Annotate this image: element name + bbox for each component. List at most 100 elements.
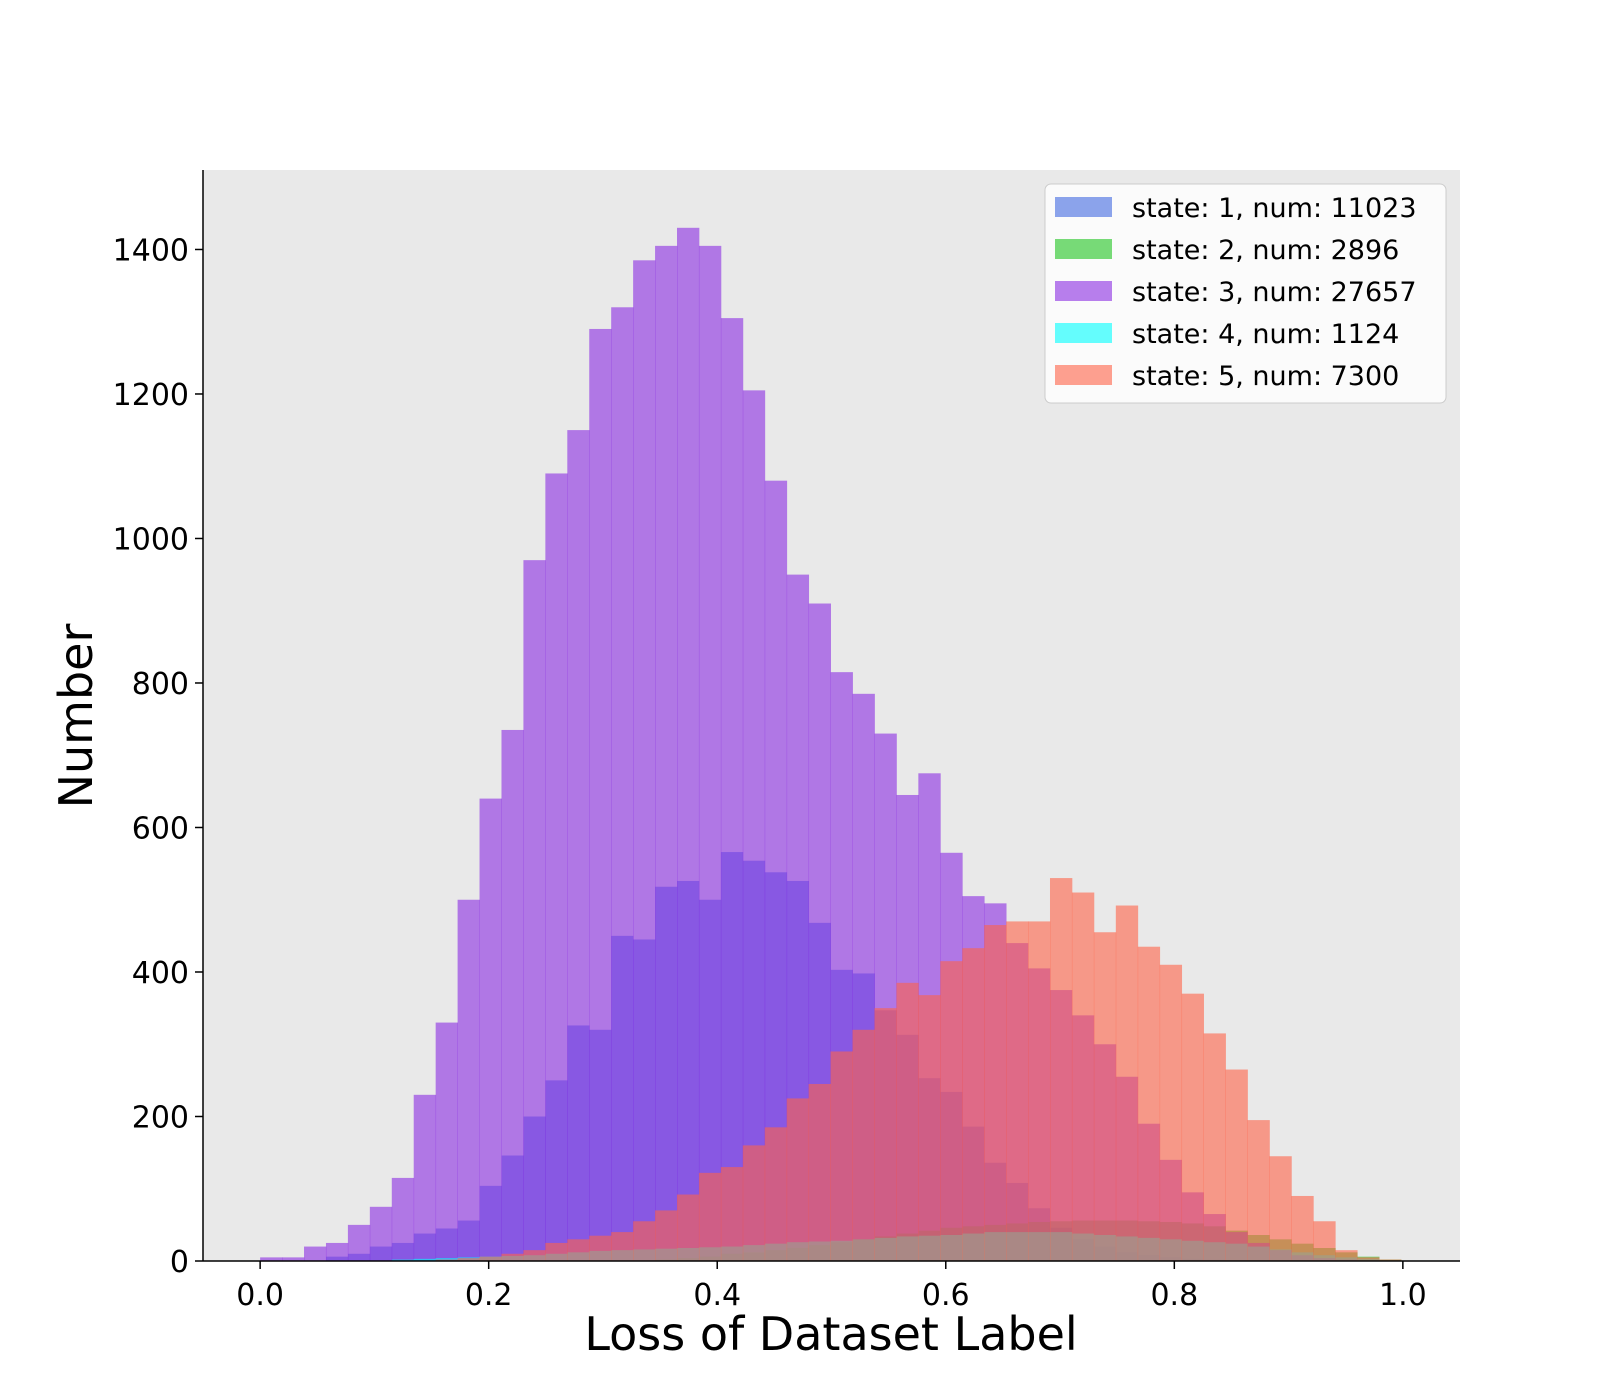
series-5-bar <box>1006 921 1029 1261</box>
x-tick-label: 0.4 <box>693 1278 741 1313</box>
legend-label: state: 3, num: 27657 <box>1132 277 1417 308</box>
y-axis-label: Number <box>49 624 103 809</box>
series-3-bar <box>589 328 612 1262</box>
series-3-bar <box>260 1257 283 1261</box>
y-tick-label: 1200 <box>113 378 189 413</box>
series-5-bar <box>1137 946 1161 1261</box>
legend-swatch <box>1055 239 1112 259</box>
series-5-bar <box>808 1083 831 1261</box>
series-3-bar <box>786 574 810 1261</box>
series-5-bar <box>655 1210 678 1261</box>
series-5-bar <box>852 1029 875 1261</box>
series-3-bar <box>720 318 744 1261</box>
series-5-bar <box>720 1167 744 1261</box>
series-5-bar <box>523 1250 546 1261</box>
legend-swatch <box>1055 281 1112 301</box>
x-tick-label: 0.0 <box>236 1278 284 1313</box>
series-3-bar <box>282 1257 305 1261</box>
series-3-bar <box>742 390 766 1261</box>
series-5-bar <box>677 1194 700 1261</box>
legend-label: state: 5, num: 7300 <box>1132 361 1399 392</box>
legend-label: state: 1, num: 11023 <box>1132 193 1417 224</box>
series-5-bar <box>545 1242 568 1261</box>
series-3-bar <box>633 260 656 1261</box>
series-3-bar <box>611 307 634 1261</box>
series-5-bar <box>984 925 1007 1261</box>
series-5-bar <box>940 961 963 1261</box>
series-5-bar <box>698 1172 722 1261</box>
x-tick-label: 0.6 <box>922 1278 970 1313</box>
legend: state: 1, num: 11023 state: 2, num: 2896 s… <box>1044 183 1447 404</box>
series-5-bar <box>742 1145 766 1261</box>
y-tick-label: 200 <box>132 1100 189 1135</box>
series-5-bar <box>501 1253 524 1261</box>
series-5-bar <box>1115 905 1139 1261</box>
series-5-bar <box>1049 878 1073 1261</box>
series-5-bar <box>1313 1221 1336 1261</box>
series-3-bar <box>304 1246 327 1261</box>
y-tick-label: 600 <box>132 811 189 846</box>
series-5-bar <box>1269 1156 1292 1261</box>
histogram-bars <box>260 227 1402 1262</box>
series-4-bar <box>413 1258 437 1261</box>
series-3-bar <box>457 899 480 1261</box>
series-3-bar <box>391 1177 415 1261</box>
series-5-bar <box>457 1258 480 1261</box>
series-5-bar <box>874 1008 897 1261</box>
legend-box <box>1044 183 1447 404</box>
series-5-bar <box>830 1051 853 1261</box>
x-tick-label: 0.2 <box>465 1278 513 1313</box>
legend-label: state: 4, num: 1124 <box>1132 319 1399 350</box>
y-tick-label: 400 <box>132 956 189 991</box>
series-5-bar <box>1028 921 1051 1261</box>
series-3-bar <box>764 480 788 1261</box>
series-5-bar <box>1159 964 1183 1261</box>
y-tick-label: 1400 <box>113 233 189 268</box>
series-5-bar <box>918 995 941 1261</box>
series-5-bar <box>1247 1120 1270 1261</box>
series-3-bar <box>347 1224 371 1261</box>
series-5-bar <box>1335 1250 1358 1261</box>
series-3-bar <box>479 798 502 1261</box>
series-5-bar <box>896 982 919 1261</box>
series-3-bar <box>435 1022 458 1261</box>
series-3-bar <box>545 473 568 1262</box>
x-ticks: 0.0 0.2 0.4 0.6 0.8 1.0 <box>236 1261 1427 1313</box>
series-3-bar <box>325 1242 349 1261</box>
legend-swatch <box>1055 197 1112 217</box>
series-5-bar <box>1291 1195 1314 1261</box>
series-5-bar <box>1181 993 1204 1261</box>
y-tick-label: 800 <box>132 667 189 702</box>
series-5-bar <box>1093 932 1117 1261</box>
series-5-bar <box>1357 1257 1380 1261</box>
series-3-bar <box>677 227 700 1262</box>
x-tick-label: 1.0 <box>1379 1278 1427 1313</box>
series-5-bar <box>1071 892 1095 1261</box>
series-5-bar <box>567 1239 590 1261</box>
y-ticks: 0 200 400 600 800 1000 1200 1400 <box>113 233 203 1280</box>
series-5-bar <box>1203 1033 1226 1261</box>
series-3-bar <box>655 245 678 1261</box>
series-3-bar <box>523 560 546 1261</box>
legend-label: state: 2, num: 2896 <box>1132 235 1399 266</box>
series-3-bar <box>501 729 524 1261</box>
series-5-bar <box>962 948 985 1261</box>
series-3-bar <box>567 430 590 1261</box>
y-tick-label: 1000 <box>113 522 189 557</box>
series-5-bar <box>633 1221 656 1261</box>
series-5-bar <box>479 1256 502 1261</box>
series-3-bar <box>413 1094 437 1261</box>
series-5-bar <box>786 1098 810 1261</box>
legend-swatch <box>1055 365 1112 385</box>
series-5-bar <box>589 1235 612 1261</box>
series-5-bar <box>764 1127 788 1261</box>
legend-swatch <box>1055 323 1112 343</box>
x-axis-label: Loss of Dataset Label <box>584 1307 1077 1361</box>
series-3-bar <box>369 1206 393 1261</box>
x-tick-label: 0.8 <box>1150 1278 1198 1313</box>
series-5-bar <box>1225 1069 1248 1261</box>
series-5-bar <box>611 1232 634 1261</box>
series-3-bar <box>698 245 722 1261</box>
y-tick-label: 0 <box>170 1245 189 1280</box>
